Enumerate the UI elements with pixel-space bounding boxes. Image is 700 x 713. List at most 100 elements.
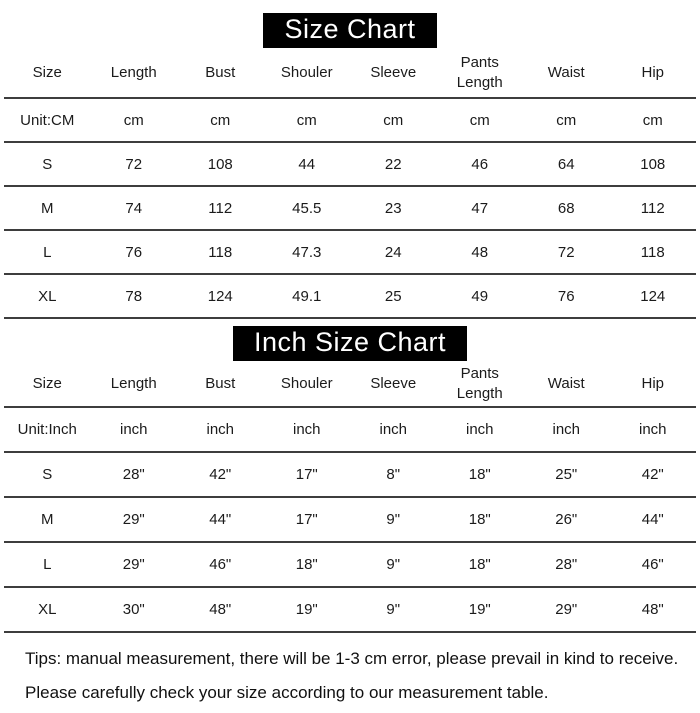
row-label: L — [43, 556, 52, 574]
cell: 9" — [386, 511, 401, 529]
cell: cm — [296, 111, 317, 129]
column-header-label: Waist — [547, 374, 585, 392]
table-row: S 72 108 44 22 46 64 108 — [4, 142, 696, 187]
cell: 24 — [384, 243, 402, 261]
column-header: Hip — [610, 361, 697, 407]
column-header-label: Hip — [641, 374, 664, 392]
column-header-label: Pants Length — [456, 365, 503, 402]
cell: 48 — [471, 243, 489, 261]
table-row: XL 78 124 49.1 25 49 76 124 — [4, 274, 696, 319]
cm-size-table: Size Length Bust Shouler Sleeve Pants Length W… — [4, 48, 696, 319]
column-header: Shouler — [264, 48, 351, 98]
cell: 124 — [207, 287, 233, 305]
cell: cm — [469, 111, 490, 129]
cell: 49 — [471, 287, 489, 305]
cell: 30" — [122, 601, 145, 619]
cell: 19" — [468, 601, 491, 619]
column-header-label: Shouler — [280, 374, 333, 392]
column-header-label: Length — [110, 374, 157, 392]
row-label: Unit:CM — [20, 111, 75, 129]
column-header: Pants Length — [437, 361, 524, 407]
column-header: Bust — [177, 48, 264, 98]
cell: 44" — [209, 511, 232, 529]
cell: 17" — [295, 466, 318, 484]
column-header: Sleeve — [350, 48, 437, 98]
cell: 18" — [468, 511, 491, 529]
table-row: Unit:Inch inch inch inch inch inch inch inch — [4, 407, 696, 453]
cell: 72 — [557, 243, 575, 261]
row-label: S — [42, 155, 53, 173]
cell: 46 — [471, 155, 489, 173]
cell: 45.5 — [292, 199, 322, 217]
cell: 118 — [640, 243, 665, 261]
header-row: Size Length Bust Shouler Sleeve Pants Length W… — [4, 48, 697, 99]
cell: 46" — [209, 556, 232, 574]
column-header: Length — [91, 361, 178, 407]
size-chart-sheet: Size Chart Size Length Bust Shouler Sleeve Pa… — [0, 13, 700, 704]
cell: cm — [556, 111, 577, 129]
column-header-label: Bust — [205, 63, 236, 81]
column-header: Shouler — [264, 361, 351, 407]
cell: 22 — [384, 155, 402, 173]
cell: 47 — [471, 199, 489, 217]
table-row: M 29" 44" 17" 9" 18" 26" 44" — [4, 497, 696, 543]
cell: 108 — [640, 155, 666, 173]
cell: 47.3 — [292, 243, 322, 261]
column-header-label: Shouler — [280, 63, 333, 81]
column-header: Pants Length — [437, 48, 524, 98]
cell: cm — [123, 111, 144, 129]
cell: inch — [292, 421, 321, 439]
inch-size-table: Size Length Bust Shouler Sleeve Pants Length W… — [4, 361, 696, 633]
cell: inch — [379, 421, 408, 439]
cell: inch — [119, 421, 148, 439]
cell: 74 — [125, 199, 143, 217]
cell: 18" — [468, 556, 491, 574]
cell: 44" — [641, 511, 664, 529]
cell: 49.1 — [292, 287, 322, 305]
tips-line-1: Tips: manual measurement, there will be … — [25, 649, 679, 669]
cell: 112 — [640, 199, 665, 217]
row-label: S — [42, 466, 53, 484]
row-label: XL — [38, 287, 57, 305]
cell: inch — [206, 421, 235, 439]
column-header: Size — [4, 361, 91, 407]
column-header-label: Size — [32, 374, 62, 392]
cell: 29" — [555, 601, 578, 619]
cell: 29" — [122, 556, 145, 574]
row-label: L — [43, 243, 52, 261]
cell: 112 — [208, 199, 233, 217]
cell: 28" — [555, 556, 578, 574]
cell: 42" — [641, 466, 664, 484]
cell: 9" — [386, 601, 401, 619]
header-row: Size Length Bust Shouler Sleeve Pants Length W… — [4, 361, 697, 408]
column-header: Size — [4, 48, 91, 98]
cell: 72 — [125, 155, 143, 173]
cell: 25 — [384, 287, 402, 305]
column-header-label: Sleeve — [370, 374, 417, 392]
table-row: Unit:CM cm cm cm cm cm cm cm — [4, 98, 696, 143]
cell: 64 — [557, 155, 575, 173]
cell: 42" — [209, 466, 232, 484]
cell: 9" — [386, 556, 401, 574]
table-row: L 76 118 47.3 24 48 72 118 — [4, 230, 696, 275]
column-header: Hip — [610, 48, 697, 98]
column-header-label: Sleeve — [370, 63, 417, 81]
cell: 18" — [468, 466, 491, 484]
cell: 19" — [295, 601, 318, 619]
cell: 26" — [555, 511, 578, 529]
table-row: L 29" 46" 18" 9" 18" 28" 46" — [4, 542, 696, 588]
column-header-label: Bust — [205, 374, 236, 392]
cell: 118 — [208, 243, 233, 261]
inch-chart-title-text: Inch Size Chart — [232, 326, 468, 362]
cell: 76 — [557, 287, 575, 305]
tips-line-2: Please carefully check your size accordi… — [25, 683, 549, 703]
cell: 18" — [295, 556, 318, 574]
cell: 8" — [386, 466, 401, 484]
cell: 44 — [298, 155, 316, 173]
cell: 48" — [209, 601, 232, 619]
column-header: Length — [91, 48, 178, 98]
cm-chart-title-text: Size Chart — [263, 13, 437, 49]
cell: cm — [383, 111, 404, 129]
row-label: M — [41, 511, 54, 529]
cell: 124 — [640, 287, 666, 305]
